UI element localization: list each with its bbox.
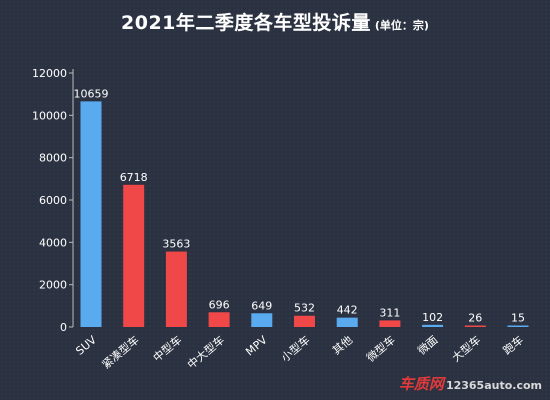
bar — [336, 317, 358, 327]
bar — [123, 184, 145, 327]
bar-value-label: 26 — [468, 312, 482, 325]
category-label: 紧凑型车 — [99, 333, 142, 372]
chart-title: 2021年二季度各车型投诉量 (单位：宗) — [0, 8, 550, 35]
y-tick-label: 0 — [60, 321, 67, 334]
bar-value-label: 3563 — [162, 238, 190, 251]
chart-title-unit: (单位：宗) — [374, 19, 429, 32]
watermark-brand: 车质网 — [398, 375, 444, 393]
bar — [165, 251, 187, 327]
chart-title-main: 2021年二季度各车型投诉量 — [121, 12, 371, 34]
category-label: 中大型车 — [184, 333, 227, 372]
bar-value-label: 649 — [251, 299, 272, 312]
category-label: 跑车 — [500, 333, 526, 358]
bar-value-label: 10659 — [74, 87, 109, 100]
bar-value-label: 442 — [337, 304, 358, 317]
category-label: 其他 — [330, 333, 355, 357]
category-label: 小型车 — [278, 333, 312, 365]
bar — [379, 320, 401, 327]
y-tick-label: 4000 — [39, 236, 67, 249]
category-label: 大型车 — [449, 333, 483, 365]
y-tick-label: 12000 — [32, 67, 67, 80]
category-label: SUV — [73, 333, 99, 358]
bar-value-label: 6718 — [120, 171, 148, 184]
watermark-site: 12365auto.com — [445, 379, 542, 392]
bar — [422, 324, 444, 327]
category-label: MPV — [243, 333, 270, 358]
bar-value-label: 532 — [294, 302, 315, 315]
bar — [464, 325, 486, 327]
bar-value-label: 15 — [511, 312, 525, 325]
bar-value-label: 696 — [209, 298, 230, 311]
y-tick-label: 10000 — [32, 109, 67, 122]
bar — [208, 312, 230, 327]
bar-value-label: 102 — [422, 311, 443, 324]
category-label: 中型车 — [150, 333, 184, 365]
category-label: 微型车 — [364, 333, 398, 365]
bar-value-label: 311 — [379, 306, 400, 319]
y-tick-label: 8000 — [39, 152, 67, 165]
bar — [294, 315, 315, 327]
y-tick-label: 6000 — [39, 194, 67, 207]
bar — [251, 313, 273, 327]
bar — [507, 325, 529, 327]
bar — [80, 101, 102, 328]
watermark: 车质网 12365auto.com — [399, 373, 542, 394]
y-tick-label: 2000 — [39, 279, 67, 292]
category-label: 微面 — [415, 333, 441, 358]
